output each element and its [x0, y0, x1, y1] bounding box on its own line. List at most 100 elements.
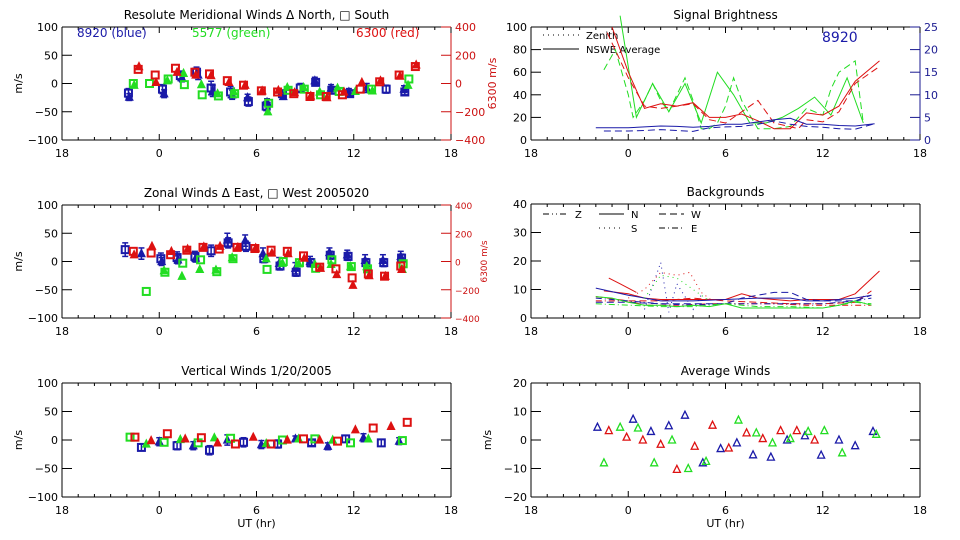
data-point-triangle	[129, 79, 139, 89]
data-point-square	[316, 90, 326, 100]
data-point-triangle	[209, 432, 219, 442]
data-point-square	[197, 90, 207, 100]
data-point-triangle	[380, 270, 390, 280]
data-point-triangle	[810, 434, 820, 444]
data-point-triangle	[397, 263, 407, 274]
y2-tick-label: 400	[455, 202, 472, 212]
data-point-triangle	[767, 437, 778, 447]
chart-zonal: Zonal Winds Δ East, □ West 2005020 18 0 6 12…	[12, 186, 490, 338]
data-point-triangle	[871, 428, 881, 438]
series-line-red-N2	[608, 277, 637, 293]
plot-area	[592, 409, 881, 474]
data-point-triangle	[134, 61, 144, 71]
y2-tick-label: 0	[455, 78, 462, 91]
legend-label: E	[691, 224, 697, 235]
data-point-square	[299, 434, 309, 444]
y2-tick-label: 0	[924, 134, 931, 147]
data-point-triangle	[183, 243, 193, 253]
data-point-triangle	[195, 263, 205, 274]
data-point-triangle	[358, 432, 369, 442]
data-point-triangle	[819, 425, 829, 435]
data-point-triangle	[664, 420, 674, 430]
series-line-blue-zen	[603, 120, 875, 132]
x-tick-label: 18	[913, 325, 927, 338]
data-point-triangle	[159, 88, 169, 98]
data-point-square	[402, 417, 412, 427]
series-8920	[592, 409, 878, 467]
series-line-blue-E	[595, 297, 872, 306]
data-point-triangle	[633, 422, 643, 432]
data-point-triangle	[251, 242, 261, 252]
data-point-triangle	[724, 442, 734, 452]
data-point-triangle	[683, 463, 693, 473]
data-point-triangle	[785, 433, 795, 443]
y2-tick-label: 15	[924, 66, 938, 79]
data-point-triangle	[834, 434, 844, 444]
data-point-triangle	[800, 430, 810, 440]
chart-meridional: Resolute Meridional Winds Δ North, □ Sou…	[12, 8, 499, 160]
data-point-triangle	[350, 424, 360, 434]
data-point-triangle	[732, 437, 742, 447]
x-tick-label: 0	[156, 504, 163, 517]
data-point-square	[230, 89, 240, 99]
annotation-blue: 8920 (blue)	[77, 26, 147, 40]
series-line-green-E	[595, 301, 872, 309]
data-point-square	[291, 267, 301, 277]
x-tick-label: 12	[347, 147, 361, 160]
y-tick-label: 80	[513, 44, 527, 57]
series-line-green-avg	[619, 15, 864, 125]
data-point-triangle	[751, 427, 761, 437]
series-6300	[604, 419, 820, 474]
x-tick-label: 18	[444, 147, 458, 160]
y-tick-label: 50	[44, 406, 58, 419]
series-line-red-N	[603, 270, 880, 302]
series-line-green-zen	[603, 48, 864, 130]
chart-title: Average Winds	[681, 364, 771, 378]
data-point-triangle	[698, 457, 708, 467]
y2-axis-label: 6300 m/s	[486, 57, 499, 109]
y-tick-label: −50	[35, 284, 58, 297]
data-point-square	[179, 80, 189, 90]
data-point-square	[343, 251, 353, 261]
data-point-triangle	[656, 438, 666, 448]
series-8920	[123, 66, 410, 112]
y-tick-label: −100	[28, 491, 58, 504]
data-point-triangle	[180, 433, 190, 443]
data-point-square	[146, 248, 156, 258]
x-tick-label: 18	[524, 325, 538, 338]
data-point-triangle	[151, 76, 161, 87]
legend-label: W	[691, 210, 701, 221]
y2-tick-label: −200	[455, 106, 485, 119]
data-point-square	[230, 439, 240, 449]
data-point-triangle	[375, 75, 386, 85]
data-point-triangle	[615, 421, 625, 431]
x-tick-label: 6	[722, 504, 729, 517]
data-point-square	[196, 255, 206, 265]
y-tick-label: 40	[513, 89, 527, 102]
x-tick-label: 0	[625, 504, 632, 517]
data-point-triangle	[215, 240, 225, 250]
y-axis-label: m/s	[481, 430, 494, 450]
data-point-triangle	[716, 443, 726, 453]
legend-label: NSWE Average	[586, 45, 660, 56]
x-tick-label: 18	[444, 325, 458, 338]
y-tick-label: 100	[37, 21, 58, 34]
x-tick-label: 18	[913, 147, 927, 160]
y2-tick-label: 25	[924, 21, 938, 34]
x-tick-label: 6	[722, 325, 729, 338]
y2-tick-label: 200	[455, 49, 476, 62]
data-point-triangle	[322, 92, 332, 102]
data-point-triangle	[257, 85, 267, 95]
data-point-square	[204, 445, 214, 455]
x-axis-label: UT (hr)	[706, 517, 744, 530]
data-point-triangle	[213, 437, 223, 447]
data-point-triangle	[188, 440, 198, 450]
x-tick-label: 0	[156, 147, 163, 160]
data-point-triangle	[196, 79, 206, 89]
y2-tick-label: 20	[924, 44, 938, 57]
series-line-blue-N	[595, 287, 872, 302]
series-6300	[130, 417, 412, 449]
y-axis-label: m/s	[12, 430, 25, 450]
